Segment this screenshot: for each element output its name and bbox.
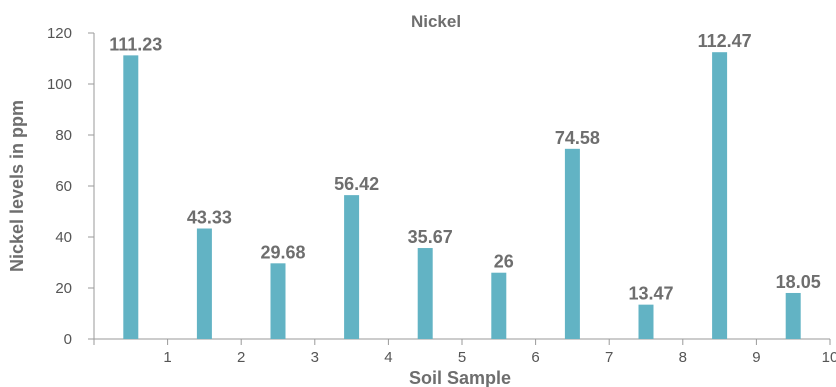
chart-title: Nickel <box>411 12 461 31</box>
y-tick-label: 100 <box>47 76 72 93</box>
data-label: 13.47 <box>628 284 673 304</box>
x-tick-label: 9 <box>752 349 760 366</box>
bar <box>344 195 360 339</box>
bar-series <box>123 52 801 340</box>
data-label: 111.23 <box>109 34 162 54</box>
x-tick-label: 3 <box>311 349 319 366</box>
bar <box>196 228 212 339</box>
data-label: 18.05 <box>776 272 821 292</box>
x-tick-label: 5 <box>458 349 466 366</box>
data-label: 26 <box>494 252 514 272</box>
y-tick-label: 40 <box>55 229 72 246</box>
bar <box>270 263 286 339</box>
data-label: 56.42 <box>334 174 379 194</box>
data-label: 43.33 <box>187 208 232 228</box>
bar <box>712 52 728 339</box>
x-axis: 1 2 3 4 5 6 7 8 9 10 <box>93 338 836 366</box>
x-tick-label: 1 <box>163 349 171 366</box>
x-axis-title: Soil Sample <box>409 368 511 387</box>
bar <box>417 248 433 339</box>
x-tick-label: 2 <box>237 349 245 366</box>
y-axis-title: Nickel levels in ppm <box>7 100 27 272</box>
data-label: 35.67 <box>408 227 453 247</box>
y-tick-label: 120 <box>47 25 72 42</box>
y-axis: 0 20 40 60 80 100 120 <box>47 25 95 348</box>
x-tick-label: 8 <box>679 349 687 366</box>
y-tick-label: 80 <box>55 127 72 144</box>
y-tick-label: 0 <box>64 331 72 348</box>
bar <box>491 272 507 339</box>
bar <box>638 304 654 339</box>
data-label: 112.47 <box>698 31 752 51</box>
x-tick-label: 6 <box>531 349 539 366</box>
bar <box>785 292 801 339</box>
y-tick-label: 60 <box>55 178 72 195</box>
bar <box>123 55 139 340</box>
data-labels: 111.23 43.33 29.68 56.42 35.67 26 74.58 13.47 11… <box>109 31 820 303</box>
y-tick-label: 20 <box>55 280 72 297</box>
x-tick-label: 7 <box>605 349 613 366</box>
data-label: 74.58 <box>555 128 600 148</box>
bar <box>564 148 580 339</box>
data-label: 29.68 <box>260 242 305 262</box>
x-tick-label: 4 <box>384 349 392 366</box>
x-tick-label: 10 <box>822 349 836 366</box>
